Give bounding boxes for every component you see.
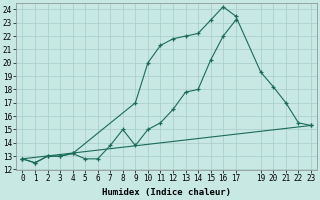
- X-axis label: Humidex (Indice chaleur): Humidex (Indice chaleur): [102, 188, 231, 197]
